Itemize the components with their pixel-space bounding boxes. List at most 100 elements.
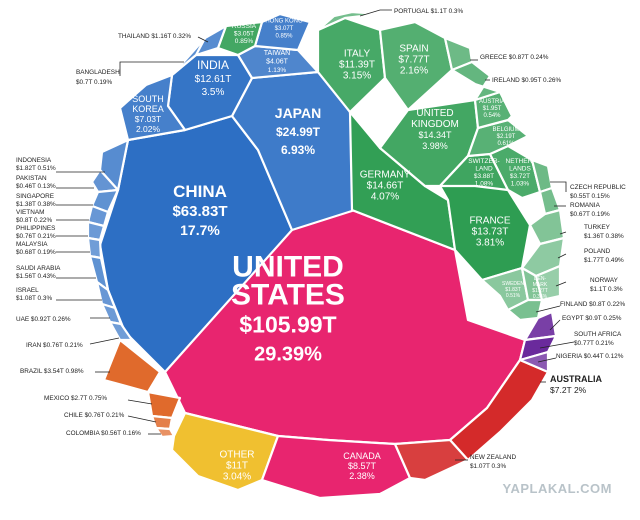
cell-australia bbox=[448, 358, 550, 462]
ext-label-ireland: IRELAND $0.95T 0.26% bbox=[492, 77, 561, 84]
cell-other bbox=[170, 411, 280, 492]
ext-label-norway: NORWAY bbox=[590, 277, 619, 284]
ext-label-mexico: MEXICO $2.7T 0.75% bbox=[44, 395, 107, 402]
leader-poland bbox=[557, 253, 567, 259]
ext-label-colombia: COLOMBIA $0.56T 0.16% bbox=[66, 430, 141, 437]
label-united-states-value: $105.99T bbox=[239, 312, 336, 338]
label-belgium-name: BELGIUM bbox=[492, 127, 519, 133]
ext-label-egypt: EGYPT $0.9T 0.25% bbox=[562, 315, 622, 322]
label-south-korea-name-2: KOREA bbox=[132, 104, 164, 114]
ext-label-south-africa-value: $0.77T 0.21% bbox=[574, 340, 614, 347]
label-india-pct: 3.5% bbox=[202, 87, 225, 98]
leader-bangladesh bbox=[119, 61, 184, 76]
label-switzerland-value: $3.88T bbox=[474, 173, 494, 180]
label-china-pct: 17.7% bbox=[180, 222, 220, 238]
ext-label-chile: CHILE $0.76T 0.21% bbox=[64, 412, 125, 419]
ext-label-australia-value: $7.2T 2% bbox=[550, 385, 587, 395]
label-italy-value: $11.39T bbox=[339, 60, 375, 71]
label-austria-value: $1.95T bbox=[483, 106, 502, 112]
label-russia-value: $3.05T bbox=[234, 30, 254, 37]
ext-label-israel-value: $1.08T 0.3% bbox=[16, 295, 52, 302]
label-india-value: $12.61T bbox=[195, 74, 232, 85]
cell-bangladesh bbox=[170, 36, 207, 77]
ext-label-philippines: PHILIPPINES bbox=[16, 225, 55, 232]
ext-label-australia: AUSTRALIA bbox=[550, 374, 602, 384]
cell-iran bbox=[108, 320, 134, 342]
label-germany-pct: 4.07% bbox=[371, 192, 399, 203]
cell-norway bbox=[534, 264, 562, 302]
label-hong-kong-value: $3.07T bbox=[275, 26, 294, 32]
label-france-value: $13.73T bbox=[472, 227, 509, 238]
label-china-value: $63.83T bbox=[172, 203, 227, 220]
label-taiwan-value: $4.06T bbox=[266, 58, 289, 65]
ext-label-brazil: BRAZIL $3.54T 0.98% bbox=[20, 368, 84, 375]
leader-nigeria bbox=[537, 357, 557, 363]
cell-new-zealand bbox=[393, 438, 470, 482]
cell-russia bbox=[216, 20, 264, 57]
label-japan-pct: 6.93% bbox=[281, 143, 315, 157]
ext-label-czech-republic-value: $0.55T 0.15% bbox=[570, 193, 610, 200]
ext-label-poland: POLAND bbox=[584, 248, 611, 255]
ext-label-malaysia-value: $0.68T 0.19% bbox=[16, 249, 56, 256]
label-hong-kong-pct: 0.85% bbox=[275, 34, 293, 40]
ext-label-norway-value: $1.1T 0.3% bbox=[590, 286, 623, 293]
label-netherlands-name-2: LANDS bbox=[509, 166, 531, 173]
label-france-pct: 3.81% bbox=[476, 238, 504, 249]
ext-label-saudi-arabia: SAUDI ARABIA bbox=[16, 265, 61, 272]
cell-nigeria bbox=[518, 350, 550, 374]
label-denmark-pct: 0.35% bbox=[533, 294, 548, 300]
label-taiwan-name: TAIWAN bbox=[264, 50, 290, 57]
label-germany-name: GERMANY bbox=[360, 170, 411, 181]
ext-label-saudi-arabia-value: $1.56T 0.43% bbox=[16, 273, 56, 280]
ext-label-new-zealand: NEW ZEALAND bbox=[470, 454, 517, 461]
label-united-states-pct: 29.39% bbox=[254, 344, 322, 366]
ext-label-singapore: SINGAPORE bbox=[16, 193, 54, 200]
label-spain-name: SPAIN bbox=[399, 44, 428, 55]
label-canada-name: CANADA bbox=[343, 451, 381, 461]
leader-thailand bbox=[197, 36, 209, 43]
label-other-value: $11T bbox=[226, 461, 248, 472]
ext-label-thailand: THAILAND $1.16T 0.32% bbox=[118, 33, 191, 40]
cell-portugal bbox=[316, 10, 382, 32]
ext-label-israel: ISRAEL bbox=[16, 287, 39, 294]
ext-label-bangladesh-value: $0.7T 0.19% bbox=[76, 79, 112, 86]
label-taiwan-pct: 1.13% bbox=[268, 67, 287, 74]
leader-iran bbox=[89, 337, 120, 345]
ext-label-portugal: PORTUGAL $1.1T 0.3% bbox=[394, 8, 463, 15]
cell-thailand bbox=[194, 24, 228, 57]
label-spain-pct: 2.16% bbox=[400, 66, 428, 77]
ext-label-poland-value: $1.77T 0.49% bbox=[584, 257, 624, 264]
ext-label-bangladesh: BANGLADESH bbox=[76, 69, 120, 76]
label-austria-name: AUSTRIA bbox=[479, 99, 505, 105]
leader-egypt bbox=[549, 319, 561, 331]
ext-label-pakistan-value: $0.46T 0.13% bbox=[16, 183, 56, 190]
leader-finland bbox=[535, 305, 561, 313]
label-belgium-pct: 0.61% bbox=[497, 141, 515, 147]
cell-chile bbox=[150, 414, 174, 431]
ext-label-uae: UAE $0.92T 0.26% bbox=[16, 316, 71, 323]
label-china-name: CHINA bbox=[173, 182, 227, 201]
ext-label-turkey-value: $1.36T 0.38% bbox=[584, 233, 624, 240]
label-united-kingdom-name-2: KINGDOM bbox=[411, 119, 459, 130]
cell-ireland bbox=[450, 60, 502, 102]
ext-label-indonesia-value: $1.82T 0.51% bbox=[16, 165, 56, 172]
ext-label-romania-value: $0.67T 0.19% bbox=[570, 211, 610, 218]
label-netherlands-pct: 1.03% bbox=[511, 181, 530, 188]
label-other-pct: 3.04% bbox=[223, 472, 251, 483]
leader-norway bbox=[555, 281, 567, 287]
leader-portugal bbox=[359, 9, 392, 17]
ext-label-greece: GREECE $0.87T 0.24% bbox=[480, 54, 549, 61]
cell-finland bbox=[506, 298, 544, 322]
label-south-korea-value: $7.03T bbox=[135, 114, 161, 124]
label-sweden-name: SWEDEN bbox=[502, 281, 524, 287]
label-switzerland-name-1: SWITZER- bbox=[468, 158, 499, 165]
leader-chile bbox=[127, 415, 157, 423]
ext-label-romania: ROMANIA bbox=[570, 202, 601, 209]
label-south-korea-pct: 2.02% bbox=[136, 124, 161, 134]
label-united-states-name-2: STATES bbox=[231, 279, 345, 312]
label-united-states-name-1: UNITED bbox=[232, 251, 344, 284]
label-sweden-pct: 0.51% bbox=[506, 293, 521, 299]
label-switzerland-pct: 1.08% bbox=[475, 181, 494, 188]
label-united-kingdom-name-1: UNITED bbox=[416, 108, 453, 119]
